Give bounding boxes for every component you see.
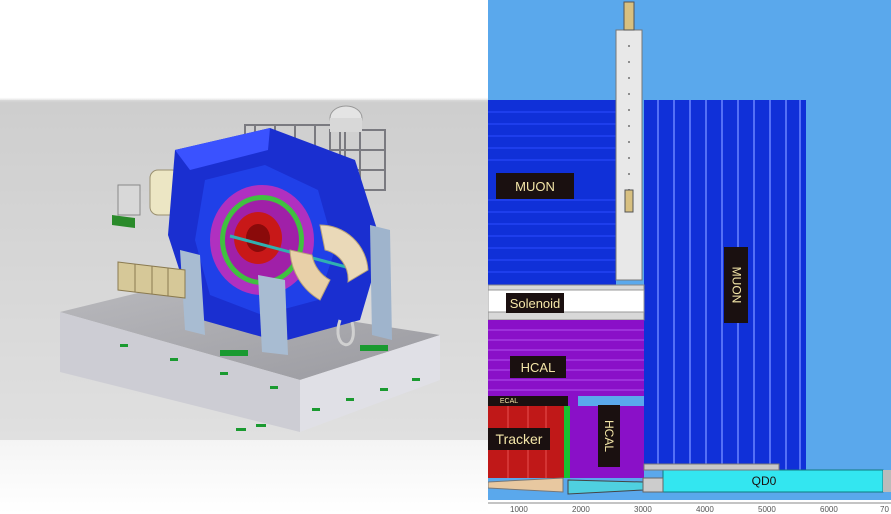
support-right [370,225,392,340]
support-left [180,250,205,335]
chimney-cap [623,1,635,31]
support-center [258,275,288,355]
solenoid-label: Solenoid [506,293,564,313]
tick-label: 1000 [510,505,528,514]
tracker-label: Tracker [488,428,550,450]
barrel-yoke-shade [175,128,270,170]
muon-left-strips [488,111,616,273]
chimney-tube [615,29,643,281]
coil-pipe [336,319,355,347]
muon-right-strips [657,100,801,470]
ecal-strip [488,396,576,406]
muon-right-label: MUON [724,247,748,323]
tick-label: 6000 [820,505,838,514]
qd0-label: QD0 [751,474,777,488]
ecal-label: ECAL [499,397,519,405]
base-slab-side [300,335,440,432]
beam-cone [488,477,564,493]
green-markers [120,344,420,431]
detector-3d-render [0,0,488,514]
base-slab-top [60,290,440,380]
tick-label: 2000 [572,505,590,514]
tick-label: 3000 [634,505,652,514]
tick-label: 5000 [758,505,776,514]
hcal-barrel-label: HCAL [510,356,566,378]
base-slab-front [60,312,300,432]
tick-label: 70 [880,505,889,514]
tick-label: 4000 [696,505,714,514]
detector-3d-illustration [0,0,488,514]
muon-left-label: MUON [496,173,574,199]
hcal-endcap-label: HCAL [598,405,620,467]
detector-cross-section: MUON MUON Solenoid HCAL ECAL HCAL Tracke… [488,0,891,514]
endcap-disk [319,224,369,283]
